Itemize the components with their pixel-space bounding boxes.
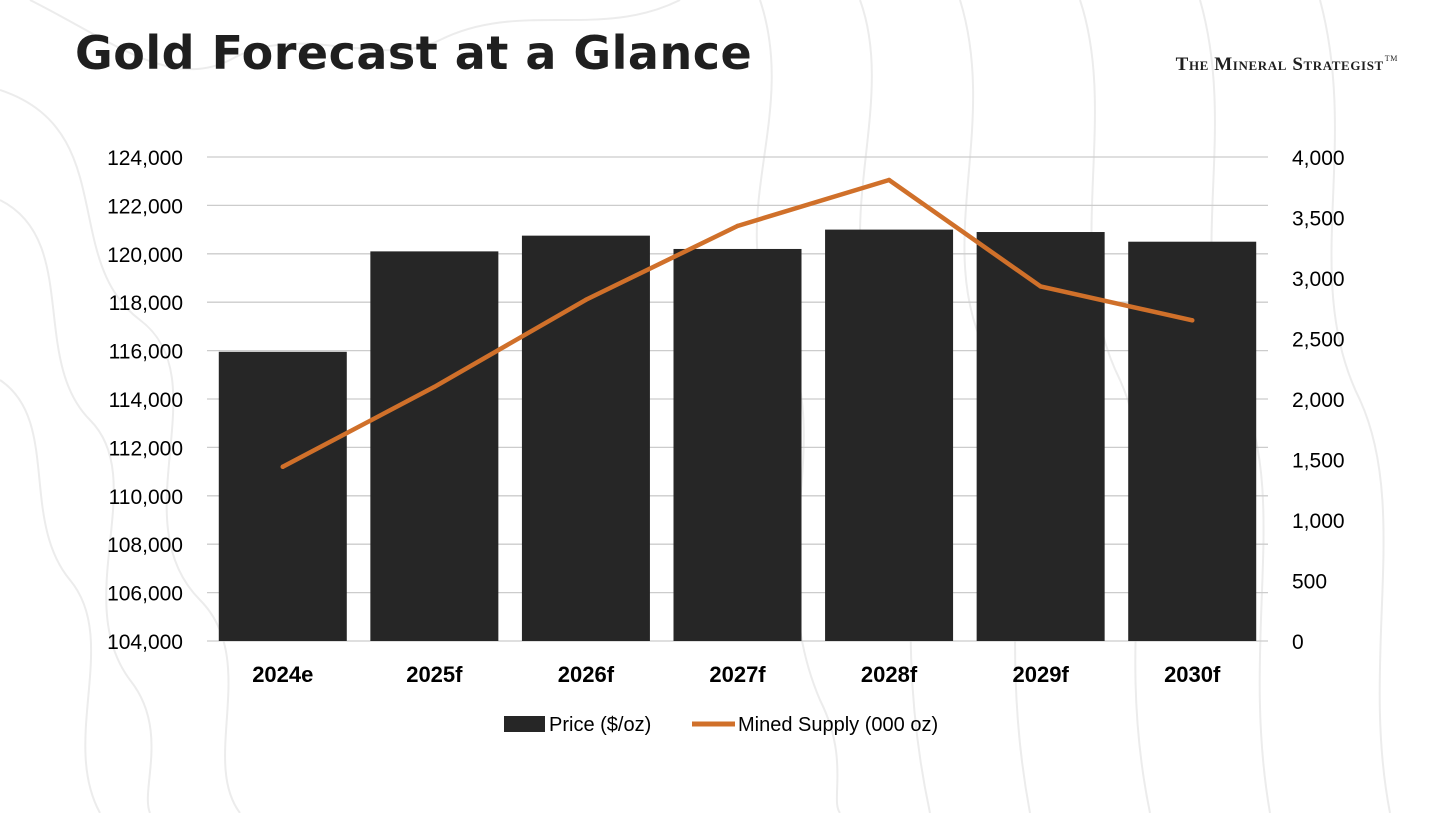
legend-swatch-price xyxy=(504,716,545,732)
category-label: 2025f xyxy=(406,662,463,687)
left-axis-ticks: 104,000 106,000 108,000 110,000 112,000 114,0… xyxy=(107,147,183,654)
price-bar-2024e xyxy=(218,351,347,641)
price-bar-2029f xyxy=(976,232,1105,641)
left-tick-label: 124,000 xyxy=(107,147,183,170)
left-tick-label: 110,000 xyxy=(109,486,183,509)
brand-logo: The Mineral StrategistTM xyxy=(1176,54,1398,76)
legend: Price ($/oz) Mined Supply (000 oz) xyxy=(504,714,938,736)
supply-point-2025f xyxy=(432,384,437,390)
category-label: 2028f xyxy=(861,662,918,687)
left-tick-label: 112,000 xyxy=(109,437,183,460)
right-tick-label: 3,500 xyxy=(1292,208,1345,231)
supply-point-2024e xyxy=(280,464,285,469)
right-tick-label: 500 xyxy=(1292,571,1327,594)
page-title: Gold Forecast at a Glance xyxy=(75,26,753,80)
category-label: 2024e xyxy=(252,662,313,687)
right-tick-label: 1,000 xyxy=(1292,510,1345,533)
left-tick-label: 122,000 xyxy=(107,195,183,218)
category-label: 2029f xyxy=(1013,662,1070,687)
category-label: 2027f xyxy=(709,662,766,687)
right-tick-label: 4,000 xyxy=(1292,147,1345,170)
price-bar-2026f xyxy=(521,235,650,641)
right-tick-label: 2,500 xyxy=(1292,329,1345,352)
left-tick-label: 114,000 xyxy=(109,389,183,412)
supply-point-2028f xyxy=(886,177,892,183)
left-tick-label: 120,000 xyxy=(107,244,183,267)
category-label: 2026f xyxy=(558,662,615,687)
left-tick-label: 116,000 xyxy=(109,341,183,364)
price-bar-2028f xyxy=(825,229,954,641)
supply-point-2030f xyxy=(1190,318,1195,323)
right-tick-label: 2,000 xyxy=(1292,389,1345,412)
category-axis-labels: 2024e 2025f 2026f 2027f 2028f 2029f 2030f xyxy=(252,662,1221,687)
price-bar-2030f xyxy=(1128,241,1257,641)
right-tick-label: 0 xyxy=(1292,631,1304,654)
left-tick-label: 108,000 xyxy=(107,534,183,557)
legend-label-price: Price ($/oz) xyxy=(549,714,651,736)
supply-point-2026f xyxy=(583,297,589,302)
left-tick-label: 104,000 xyxy=(107,631,183,654)
price-bar-2027f xyxy=(673,248,802,641)
right-axis-ticks: 0 500 1,000 1,500 2,000 2,500 3,000 3,500 4,000 xyxy=(1292,147,1345,654)
supply-point-2029f xyxy=(1038,284,1043,289)
trademark-mark: TM xyxy=(1384,54,1398,63)
left-tick-label: 106,000 xyxy=(107,583,183,606)
brand-name: The Mineral Strategist xyxy=(1175,54,1384,75)
category-label: 2030f xyxy=(1164,662,1221,687)
right-tick-label: 3,000 xyxy=(1292,268,1345,291)
supply-line-series xyxy=(280,177,1195,470)
price-bar-2025f xyxy=(370,251,499,641)
price-bars xyxy=(218,229,1257,641)
left-tick-label: 118,000 xyxy=(109,292,183,315)
supply-point-2027f xyxy=(735,223,740,229)
legend-label-supply: Mined Supply (000 oz) xyxy=(738,714,938,736)
right-tick-label: 1,500 xyxy=(1292,450,1345,473)
